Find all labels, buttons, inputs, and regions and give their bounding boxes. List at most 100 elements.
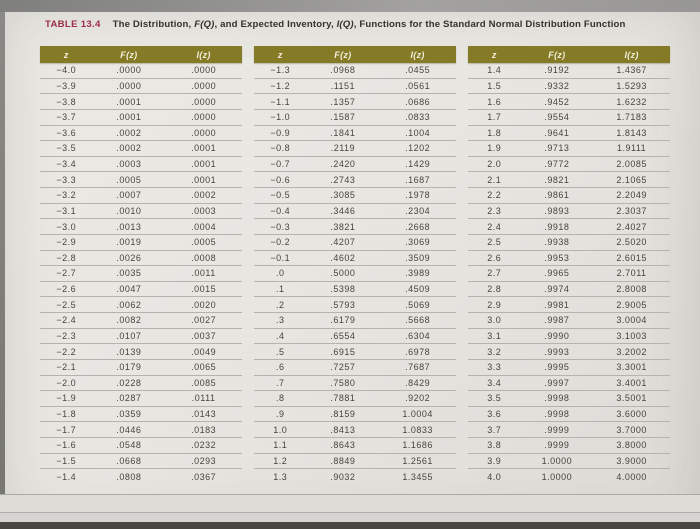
table-row: −0.1 .4602 .3509: [254, 251, 456, 267]
table-title-segment: , Functions for the Standard Normal Dist…: [353, 19, 626, 30]
i-of-z-cell: .1004: [405, 127, 431, 138]
f-of-z-cell: .0062: [116, 299, 142, 310]
table-row: −3.5 .0002 .0001: [40, 141, 242, 157]
table-row: .6 .7257 .7687: [254, 360, 456, 376]
f-of-z-cell: .9998: [544, 393, 570, 404]
f-of-z-cell: .0968: [330, 65, 356, 76]
table-row: 2.9 .9981 2.9005: [468, 297, 670, 313]
i-of-z-cell: 1.6232: [616, 96, 647, 107]
column-header-z-cell: z: [277, 49, 283, 60]
column-header-f-of-z-cell: F(z): [548, 49, 566, 60]
i-of-z-cell: 3.1003: [616, 330, 647, 341]
table-row: −3.0 .0013 .0004: [40, 219, 242, 235]
f-of-z-cell: .9641: [544, 127, 570, 138]
table-row: −2.0 .0228 .0085: [40, 376, 242, 392]
table-row: 2.6 .9953 2.6015: [468, 251, 670, 267]
f-of-z-cell: .9995: [544, 362, 570, 373]
table-row: −0.8 .2119 .1202: [254, 141, 456, 157]
f-of-z-cell: .9332: [544, 80, 570, 91]
f-of-z-cell: .0179: [116, 362, 142, 373]
table-row: 3.5 .9998 3.5001: [468, 391, 670, 407]
f-of-z-cell: 1.0000: [541, 455, 573, 466]
f-of-z-cell: .0002: [116, 143, 142, 154]
f-of-z-cell: .9974: [544, 284, 570, 295]
f-of-z-cell: .9965: [544, 268, 570, 279]
z-cell: 1.9: [487, 143, 502, 154]
photo-bottom-edge: [0, 522, 700, 529]
f-of-z-cell: .8413: [330, 424, 356, 435]
i-of-z-cell: 2.2049: [616, 190, 647, 201]
i-of-z-cell: .0561: [405, 80, 431, 91]
f-of-z-cell: .1841: [330, 127, 356, 138]
f-of-z-cell: .9997: [544, 377, 570, 388]
table-row: 2.3 .9893 2.3037: [468, 204, 670, 220]
table-row: .7 .7580 .8429: [254, 376, 456, 392]
z-cell: 4.0: [487, 471, 502, 482]
f-of-z-cell: .0808: [116, 471, 142, 482]
z-cell: .4: [276, 330, 285, 341]
table-row: −1.7 .0446 .0183: [40, 422, 242, 438]
table-row: .8 .7881 .9202: [254, 391, 456, 407]
z-cell: 2.9: [487, 299, 502, 310]
table-row: .3 .6179 .5668: [254, 313, 456, 329]
z-cell: −1.5: [56, 455, 77, 466]
i-of-z-cell: .0020: [191, 299, 217, 310]
z-cell: 2.3: [487, 205, 502, 216]
z-cell: −2.5: [56, 299, 77, 310]
f-of-z-cell: .9999: [544, 424, 570, 435]
table-row: 2.7 .9965 2.7011: [468, 266, 670, 282]
column-header-i-of-z-cell: I(z): [410, 49, 425, 60]
column-header-i-of-z-cell: I(z): [196, 49, 211, 60]
z-cell: 1.7: [487, 112, 502, 123]
i-of-z-cell: .9202: [405, 393, 431, 404]
f-of-z-cell: .1357: [330, 96, 356, 107]
z-cell: −0.8: [270, 143, 291, 154]
z-cell: −0.7: [270, 159, 291, 170]
z-cell: −2.0: [56, 377, 77, 388]
table-caption: TABLE 13.4 The Distribution, F(Q), and Ex…: [45, 19, 675, 30]
z-cell: −1.6: [56, 440, 77, 451]
table-row: −1.8 .0359 .0143: [40, 407, 242, 423]
i-of-z-cell: .6978: [405, 346, 431, 357]
table-header-row: z F(z) I(z): [468, 46, 670, 63]
i-of-z-cell: 1.1686: [402, 440, 433, 451]
i-of-z-cell: .0000: [191, 127, 217, 138]
table-row: .4 .6554 .6304: [254, 329, 456, 345]
i-of-z-cell: .0011: [191, 268, 216, 279]
f-of-z-cell: .0548: [116, 440, 142, 451]
z-cell: 1.6: [487, 96, 502, 107]
z-cell: 3.8: [487, 440, 502, 451]
z-cell: −3.2: [56, 190, 77, 201]
table-row: 2.4 .9918 2.4027: [468, 219, 670, 235]
table-row: −2.5 .0062 .0020: [40, 297, 242, 313]
table-row: 2.0 .9772 2.0085: [468, 157, 670, 173]
z-cell: −0.5: [270, 190, 291, 201]
table-row: −0.3 .3821 .2668: [254, 219, 456, 235]
f-of-z-cell: .0001: [116, 96, 142, 107]
z-cell: −2.2: [56, 346, 77, 357]
z-cell: .6: [276, 362, 285, 373]
z-cell: −3.7: [56, 112, 77, 123]
table-row: .1 .5398 .4509: [254, 282, 456, 298]
i-of-z-cell: .0037: [191, 330, 217, 341]
z-cell: −0.6: [270, 174, 291, 185]
f-of-z-cell: .9713: [544, 143, 570, 154]
table-row: 1.5 .9332 1.5293: [468, 79, 670, 95]
column-header-i-of-z-cell: I(z): [624, 49, 639, 60]
i-of-z-cell: .2304: [405, 205, 431, 216]
f-of-z-cell: .0047: [116, 284, 142, 295]
f-of-z-cell: .5793: [330, 299, 356, 310]
f-of-z-cell: .7257: [330, 362, 356, 373]
f-of-z-cell: .9999: [544, 440, 570, 451]
table-row: −4.0 .0000 .0000: [40, 63, 242, 79]
f-of-z-cell: .9893: [544, 205, 570, 216]
f-of-z-cell: .8159: [330, 409, 356, 420]
table-row: .0 .5000 .3989: [254, 266, 456, 282]
f-of-z-cell: .0035: [116, 268, 142, 279]
z-cell: −3.8: [56, 96, 77, 107]
z-cell: 1.2: [273, 455, 288, 466]
photo-left-edge: [0, 12, 5, 529]
table-row: 3.6 .9998 3.6000: [468, 407, 670, 423]
f-of-z-cell: .6554: [330, 330, 356, 341]
